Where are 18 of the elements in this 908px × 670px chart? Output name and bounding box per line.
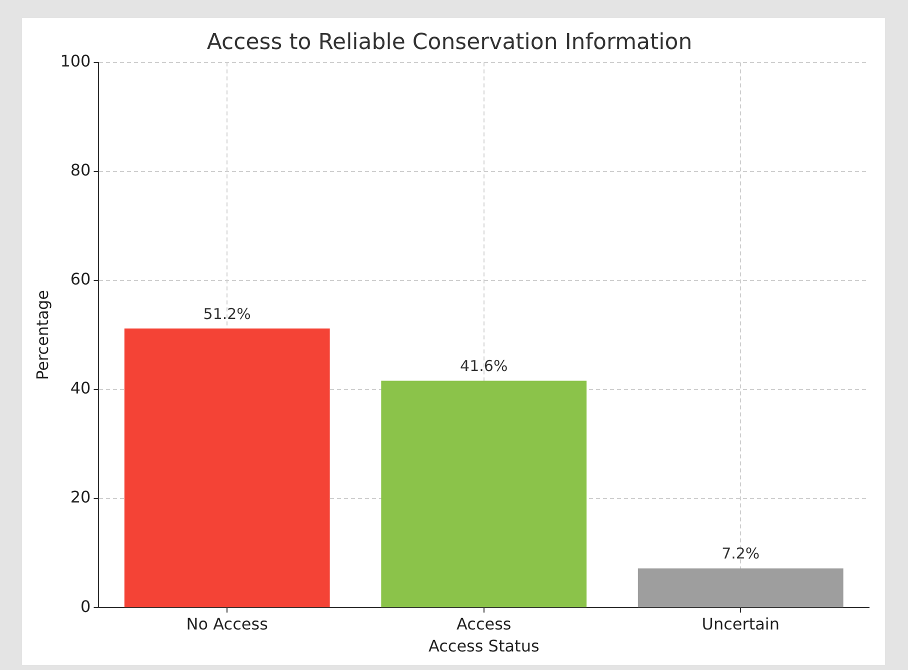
bar [381, 380, 587, 608]
bar [638, 568, 844, 608]
x-tick-label: Uncertain [702, 614, 780, 634]
x-tick-label: Access [456, 614, 512, 634]
y-tick-label: 60 [70, 270, 91, 289]
y-axis-title: Percentage [32, 290, 52, 380]
x-tick-label: No Access [186, 614, 268, 634]
x-axis-title: Access Status [428, 636, 540, 656]
y-tick-label: 0 [80, 596, 91, 616]
chart-title: Access to Reliable Conservation Information [206, 30, 692, 55]
y-tick-label: 100 [60, 52, 91, 71]
data-label: 51.2% [203, 304, 251, 323]
bar [124, 328, 330, 608]
data-label: 7.2% [722, 544, 760, 563]
y-tick-label: 40 [70, 378, 91, 398]
data-label: 41.6% [460, 357, 508, 376]
y-tick-label: 20 [70, 488, 91, 507]
y-tick-label: 80 [70, 160, 91, 180]
